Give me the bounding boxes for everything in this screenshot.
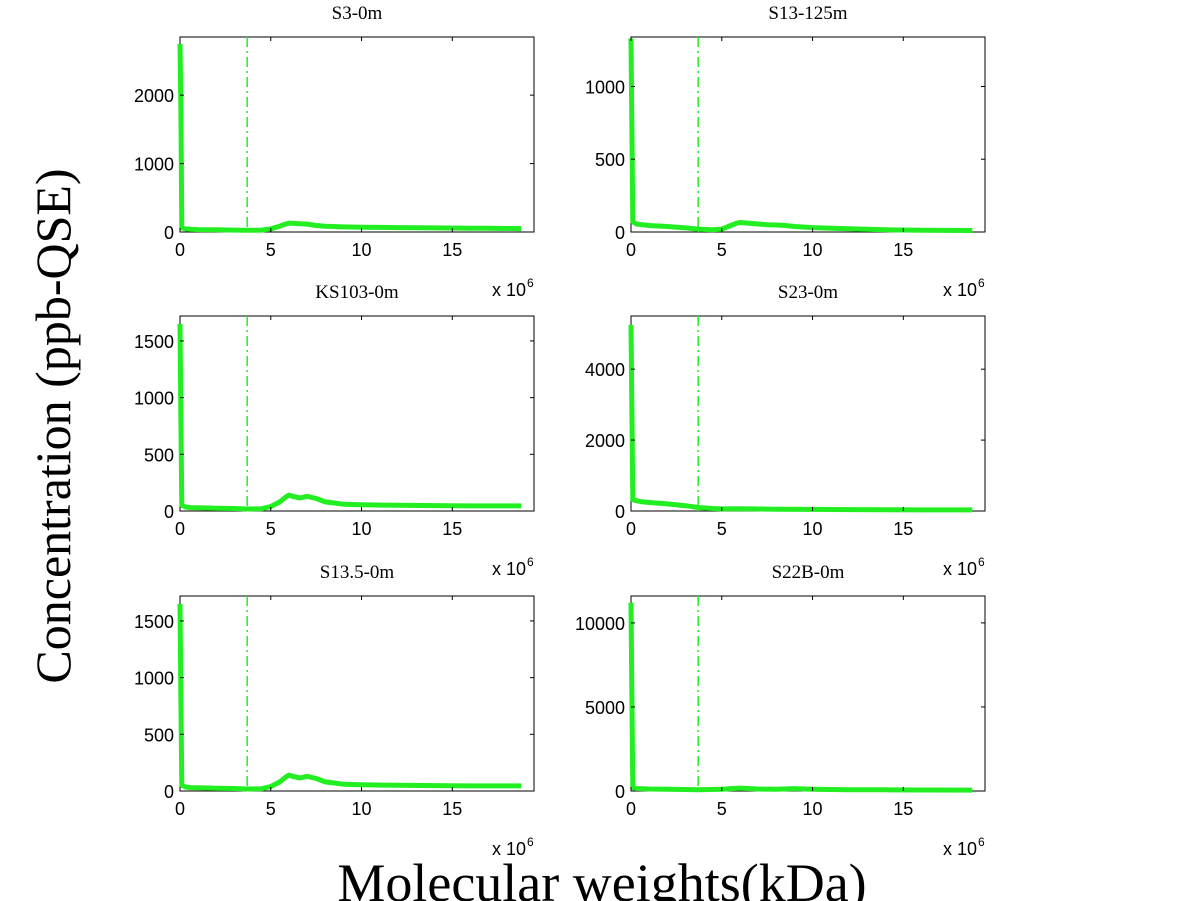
y-tick-label: 4000 [585, 360, 625, 380]
x-tick-label: 10 [803, 519, 823, 539]
axes-frame [179, 315, 535, 512]
axes-frame [630, 36, 986, 233]
x-tick-label: 5 [717, 799, 727, 819]
y-tick-label: 1000 [134, 669, 174, 689]
axes-frame [179, 595, 535, 792]
series-line [628, 602, 973, 793]
x-tick-label: 10 [352, 240, 372, 260]
y-tick-label: 1000 [134, 155, 174, 175]
x-multiplier-label: x 10 [943, 280, 977, 300]
y-tick-label: 5000 [585, 698, 625, 718]
x-multiplier-label: x 10 [943, 839, 977, 859]
y-tick-label: 0 [615, 223, 625, 243]
x-tick-label: 10 [352, 799, 372, 819]
x-tick-label: 15 [893, 519, 913, 539]
y-tick-label: 0 [615, 502, 625, 522]
figure-xlabel: Molecular weights(kDa) [337, 853, 866, 901]
axes-frame [630, 315, 986, 512]
x-tick-label: 5 [266, 240, 276, 260]
x-multiplier-label: x 10 [492, 559, 526, 579]
x-tick-label: 0 [175, 519, 185, 539]
y-tick-label: 0 [164, 502, 174, 522]
x-multiplier-exponent: 6 [527, 555, 534, 569]
subplot-1: 0 5 10 15 0 1000 2000 S3-0m x 10 6 [134, 3, 535, 300]
y-tick-label: 0 [615, 782, 625, 802]
y-tick-label: 0 [164, 223, 174, 243]
x-multiplier-exponent: 6 [978, 555, 985, 569]
y-tick-label: 1000 [585, 77, 625, 97]
x-tick-label: 10 [803, 799, 823, 819]
x-tick-label: 15 [442, 240, 462, 260]
axes-frame [630, 595, 986, 792]
series-line [177, 43, 522, 233]
series-line [177, 603, 522, 792]
subplot-title: KS103-0m [315, 282, 399, 303]
x-multiplier-exponent: 6 [527, 276, 534, 290]
subplot-title: S13.5-0m [320, 562, 395, 583]
series-line [628, 38, 973, 233]
x-tick-label: 10 [803, 240, 823, 260]
x-tick-label: 5 [717, 519, 727, 539]
x-tick-label: 5 [266, 799, 276, 819]
x-tick-label: 15 [442, 799, 462, 819]
x-multiplier-label: x 10 [492, 839, 526, 859]
x-tick-label: 10 [352, 519, 372, 539]
y-tick-label: 500 [144, 445, 174, 465]
y-tick-label: 1000 [134, 389, 174, 409]
subplot-2: 0 5 10 15 0 500 1000 S13-125m x 10 6 [585, 3, 986, 300]
x-tick-label: 15 [893, 240, 913, 260]
x-multiplier-exponent: 6 [978, 276, 985, 290]
figure-ylabel: Concentration (ppb-QSE) [25, 168, 81, 683]
x-tick-label: 15 [442, 519, 462, 539]
x-tick-label: 0 [175, 799, 185, 819]
y-tick-label: 1500 [134, 612, 174, 632]
x-tick-label: 5 [266, 519, 276, 539]
y-tick-label: 500 [595, 150, 625, 170]
subplot-title: S22B-0m [772, 562, 845, 583]
x-multiplier-exponent: 6 [978, 835, 985, 849]
y-tick-label: 10000 [575, 614, 625, 634]
subplot-title: S3-0m [332, 3, 383, 24]
x-tick-label: 0 [626, 519, 636, 539]
x-tick-label: 5 [717, 240, 727, 260]
x-tick-label: 0 [626, 240, 636, 260]
y-tick-label: 2000 [585, 431, 625, 451]
x-tick-label: 15 [893, 799, 913, 819]
y-tick-label: 2000 [134, 86, 174, 106]
x-tick-label: 0 [626, 799, 636, 819]
x-multiplier-label: x 10 [492, 280, 526, 300]
axes-frame [179, 36, 535, 233]
y-tick-label: 1500 [134, 332, 174, 352]
subplot-title: S13-125m [768, 3, 847, 24]
subplot-title: S23-0m [778, 282, 838, 303]
series-line [177, 323, 522, 512]
y-tick-label: 500 [144, 725, 174, 745]
y-tick-label: 0 [164, 782, 174, 802]
series-line [628, 324, 973, 513]
x-multiplier-exponent: 6 [527, 835, 534, 849]
x-multiplier-label: x 10 [943, 559, 977, 579]
x-tick-label: 0 [175, 240, 185, 260]
